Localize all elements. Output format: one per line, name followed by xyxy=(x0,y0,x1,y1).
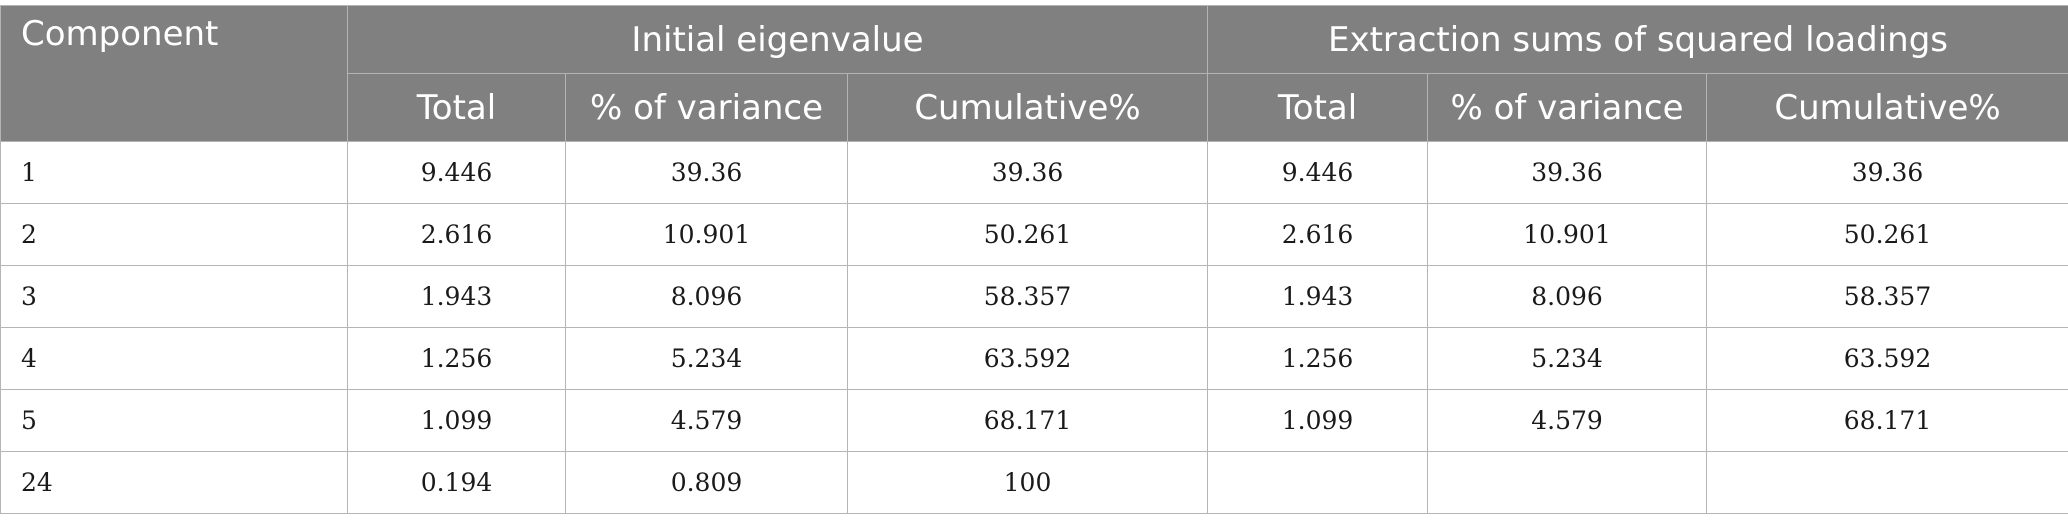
header-component: Component xyxy=(0,5,348,142)
table-body: 1 9.446 39.36 39.36 9.446 39.36 39.36 2 … xyxy=(0,141,2068,514)
table-row: 3 1.943 8.096 58.357 1.943 8.096 58.357 xyxy=(0,265,2068,328)
cell-initial-variance: 10.901 xyxy=(565,203,848,266)
cell-extraction-cumulative: 50.261 xyxy=(1706,203,2068,266)
cell-initial-variance: 8.096 xyxy=(565,265,848,328)
header-row-subcolumns: Total % of variance Cumulative% Total % … xyxy=(1,73,2068,142)
cell-initial-total: 2.616 xyxy=(347,203,566,266)
cell-extraction-total xyxy=(1207,451,1429,514)
cell-component: 24 xyxy=(0,451,348,514)
cell-initial-total: 1.943 xyxy=(347,265,566,328)
header-extraction-total: Total xyxy=(1207,73,1429,142)
cell-extraction-cumulative: 68.171 xyxy=(1706,389,2068,452)
cell-initial-cumulative: 50.261 xyxy=(846,203,1209,266)
header-extraction-cumulative: Cumulative% xyxy=(1706,73,2068,142)
cell-extraction-cumulative: 58.357 xyxy=(1706,265,2068,328)
eigenvalue-table-container: Component Initial eigenvalue Extraction … xyxy=(0,5,2068,514)
cell-extraction-variance: 8.096 xyxy=(1427,265,1708,328)
cell-initial-variance: 39.36 xyxy=(565,141,848,204)
cell-component: 3 xyxy=(0,265,348,328)
cell-initial-variance: 0.809 xyxy=(565,451,848,514)
header-initial-eigenvalue: Initial eigenvalue xyxy=(346,5,1209,74)
cell-initial-cumulative: 39.36 xyxy=(846,141,1209,204)
header-extraction-variance: % of variance xyxy=(1427,73,1708,142)
cell-extraction-variance: 5.234 xyxy=(1427,327,1708,390)
cell-extraction-total: 1.099 xyxy=(1207,389,1429,452)
header-initial-total: Total xyxy=(347,73,566,142)
header-initial-cumulative: Cumulative% xyxy=(846,73,1209,142)
header-extraction-sums: Extraction sums of squared loadings xyxy=(1207,5,2068,74)
cell-initial-total: 1.099 xyxy=(347,389,566,452)
cell-extraction-cumulative xyxy=(1706,451,2068,514)
table-row: 1 9.446 39.36 39.36 9.446 39.36 39.36 xyxy=(0,141,2068,204)
cell-initial-total: 0.194 xyxy=(347,451,566,514)
table-row: 4 1.256 5.234 63.592 1.256 5.234 63.592 xyxy=(0,327,2068,390)
cell-initial-cumulative: 68.171 xyxy=(846,389,1209,452)
cell-extraction-variance: 4.579 xyxy=(1427,389,1708,452)
cell-extraction-total: 1.256 xyxy=(1207,327,1429,390)
table-row: 24 0.194 0.809 100 xyxy=(0,451,2068,514)
cell-extraction-variance xyxy=(1427,451,1708,514)
header-row-groups: Component Initial eigenvalue Extraction … xyxy=(0,5,2068,142)
cell-initial-variance: 5.234 xyxy=(565,327,848,390)
eigenvalue-table: Component Initial eigenvalue Extraction … xyxy=(0,5,2068,514)
cell-extraction-total: 2.616 xyxy=(1207,203,1429,266)
cell-extraction-total: 1.943 xyxy=(1207,265,1429,328)
cell-initial-variance: 4.579 xyxy=(565,389,848,452)
table-row: 5 1.099 4.579 68.171 1.099 4.579 68.171 xyxy=(0,389,2068,452)
header-initial-variance: % of variance xyxy=(565,73,848,142)
table-header: Component Initial eigenvalue Extraction … xyxy=(0,5,2068,142)
cell-initial-total: 9.446 xyxy=(347,141,566,204)
cell-component: 2 xyxy=(0,203,348,266)
cell-extraction-cumulative: 63.592 xyxy=(1706,327,2068,390)
cell-initial-cumulative: 58.357 xyxy=(846,265,1209,328)
cell-component: 4 xyxy=(0,327,348,390)
table-row: 2 2.616 10.901 50.261 2.616 10.901 50.26… xyxy=(0,203,2068,266)
cell-extraction-variance: 10.901 xyxy=(1427,203,1708,266)
cell-extraction-variance: 39.36 xyxy=(1427,141,1708,204)
cell-initial-total: 1.256 xyxy=(347,327,566,390)
cell-component: 1 xyxy=(0,141,348,204)
cell-component: 5 xyxy=(0,389,348,452)
cell-extraction-cumulative: 39.36 xyxy=(1706,141,2068,204)
cell-initial-cumulative: 100 xyxy=(846,451,1209,514)
cell-extraction-total: 9.446 xyxy=(1207,141,1429,204)
cell-initial-cumulative: 63.592 xyxy=(846,327,1209,390)
